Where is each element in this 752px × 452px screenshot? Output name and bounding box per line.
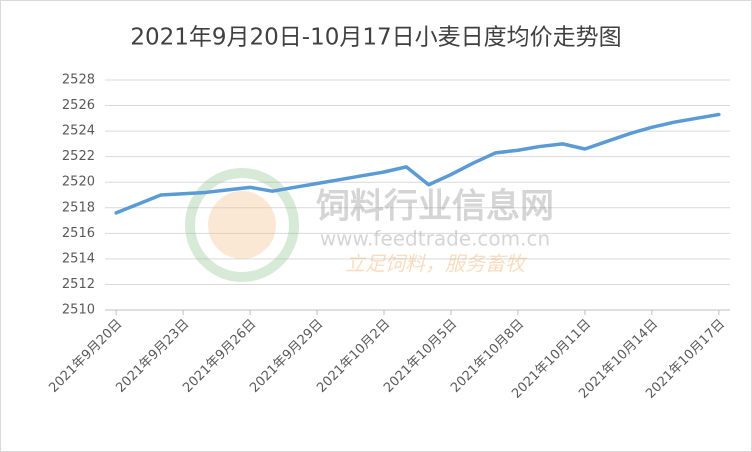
- y-tick-label: 2520: [62, 175, 95, 190]
- y-tick-label: 2518: [62, 200, 95, 215]
- watermark-logo-core: [208, 191, 276, 259]
- y-tick-label: 2512: [62, 277, 95, 292]
- y-tick-label: 2522: [62, 149, 95, 164]
- y-tick-label: 2510: [62, 303, 95, 318]
- watermark-slogan: 立足饲料，服务畜牧: [345, 252, 528, 276]
- y-tick-label: 2514: [62, 251, 95, 266]
- data-line: [114, 112, 721, 215]
- y-tick-label: 2516: [62, 226, 95, 241]
- watermark-name: 饲料行业信息网: [316, 187, 554, 227]
- watermark-logo: [185, 168, 299, 282]
- y-tick-label: 2524: [62, 124, 95, 139]
- watermark-url: www.feedtrade.com.cn: [320, 227, 550, 251]
- chart-title: 2021年9月20日-10月17日小麦日度均价走势图: [130, 25, 621, 51]
- y-tick-label: 2526: [62, 98, 95, 113]
- y-tick-label: 2528: [62, 73, 95, 88]
- watermark: 饲料行业信息网 www.feedtrade.com.cn 立足饲料，服务畜牧: [185, 168, 554, 282]
